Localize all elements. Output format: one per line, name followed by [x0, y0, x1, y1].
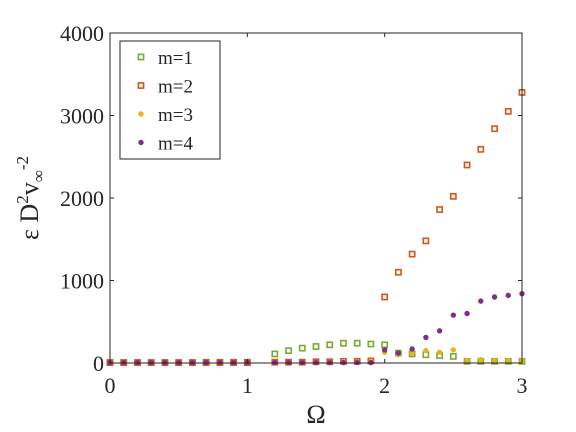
- legend-marker: [138, 139, 144, 146]
- data-point: [504, 107, 512, 115]
- data-point: [449, 352, 457, 360]
- data-point: [436, 206, 443, 213]
- y-tick-label: 2000: [60, 186, 104, 211]
- data-point: [450, 347, 457, 353]
- y-tick-label: 4000: [60, 21, 104, 46]
- data-point: [422, 237, 430, 245]
- legend-item-m=3: m=3: [138, 105, 193, 126]
- data-point: [395, 350, 402, 356]
- y-axis-label: ε D2v∞-2: [13, 156, 48, 240]
- data-point: [394, 268, 402, 276]
- axis-ticks: 0 1 2 3 0 1000 2000 3000 4000: [60, 21, 528, 398]
- data-point: [491, 125, 498, 133]
- data-point: [326, 341, 334, 349]
- legend-marker: [137, 82, 145, 89]
- legend-label: m=1: [158, 48, 193, 69]
- y-tick-label: 3000: [60, 104, 104, 129]
- y-tick-label: 0: [93, 351, 104, 376]
- data-point: [381, 347, 388, 353]
- data-point: [505, 292, 511, 299]
- x-axis-label: Ω: [306, 400, 325, 429]
- data-point: [463, 161, 471, 169]
- legend-marker: [138, 111, 144, 117]
- y-axis-label-v: v: [15, 182, 44, 195]
- y-axis-label-main: ε D: [15, 204, 44, 240]
- data-point: [477, 145, 485, 153]
- data-point: [285, 347, 292, 355]
- data-point: [491, 357, 498, 364]
- data-point: [353, 339, 361, 347]
- legend-item-m=4: m=4: [138, 134, 193, 155]
- data-point: [478, 298, 484, 304]
- x-tick-label: 2: [379, 373, 390, 398]
- legend-box: [119, 40, 221, 160]
- data-point: [271, 350, 279, 358]
- y-axis-label-sub: ∞: [29, 170, 48, 182]
- data-point: [423, 334, 429, 341]
- data-point: [464, 357, 470, 364]
- y-axis-label-sup: 2: [13, 195, 32, 204]
- legend-items: m=1 m=2 m=3 m=4: [137, 48, 193, 155]
- data-point: [450, 312, 457, 318]
- data-point: [408, 250, 416, 258]
- legend-marker: [137, 53, 145, 61]
- y-axis-label-exp: -2: [13, 156, 32, 170]
- x-tick-label: 1: [242, 373, 253, 398]
- legend-item-m=1: m=1: [137, 48, 193, 69]
- data-point: [449, 192, 457, 200]
- legend-item-m=2: m=2: [137, 77, 193, 98]
- data-point: [298, 344, 306, 352]
- x-tick-label: 0: [105, 373, 116, 398]
- legend-label: m=2: [158, 77, 193, 98]
- data-point: [409, 346, 415, 352]
- y-tick-label: 1000: [60, 269, 104, 294]
- data-point: [464, 310, 470, 317]
- data-point: [367, 340, 375, 348]
- data-point: [436, 328, 443, 334]
- legend-label: m=3: [158, 105, 193, 126]
- data-point: [491, 294, 498, 300]
- data-point: [381, 293, 389, 301]
- data-point: [436, 349, 443, 355]
- data-point: [478, 357, 484, 363]
- x-tick-label: 3: [517, 373, 528, 398]
- data-point: [340, 339, 347, 347]
- data-point: [423, 347, 429, 354]
- legend: m=1 m=2 m=3 m=4: [119, 40, 221, 160]
- data-point: [505, 357, 511, 364]
- legend-label: m=4: [158, 134, 193, 155]
- data-point: [312, 343, 320, 350]
